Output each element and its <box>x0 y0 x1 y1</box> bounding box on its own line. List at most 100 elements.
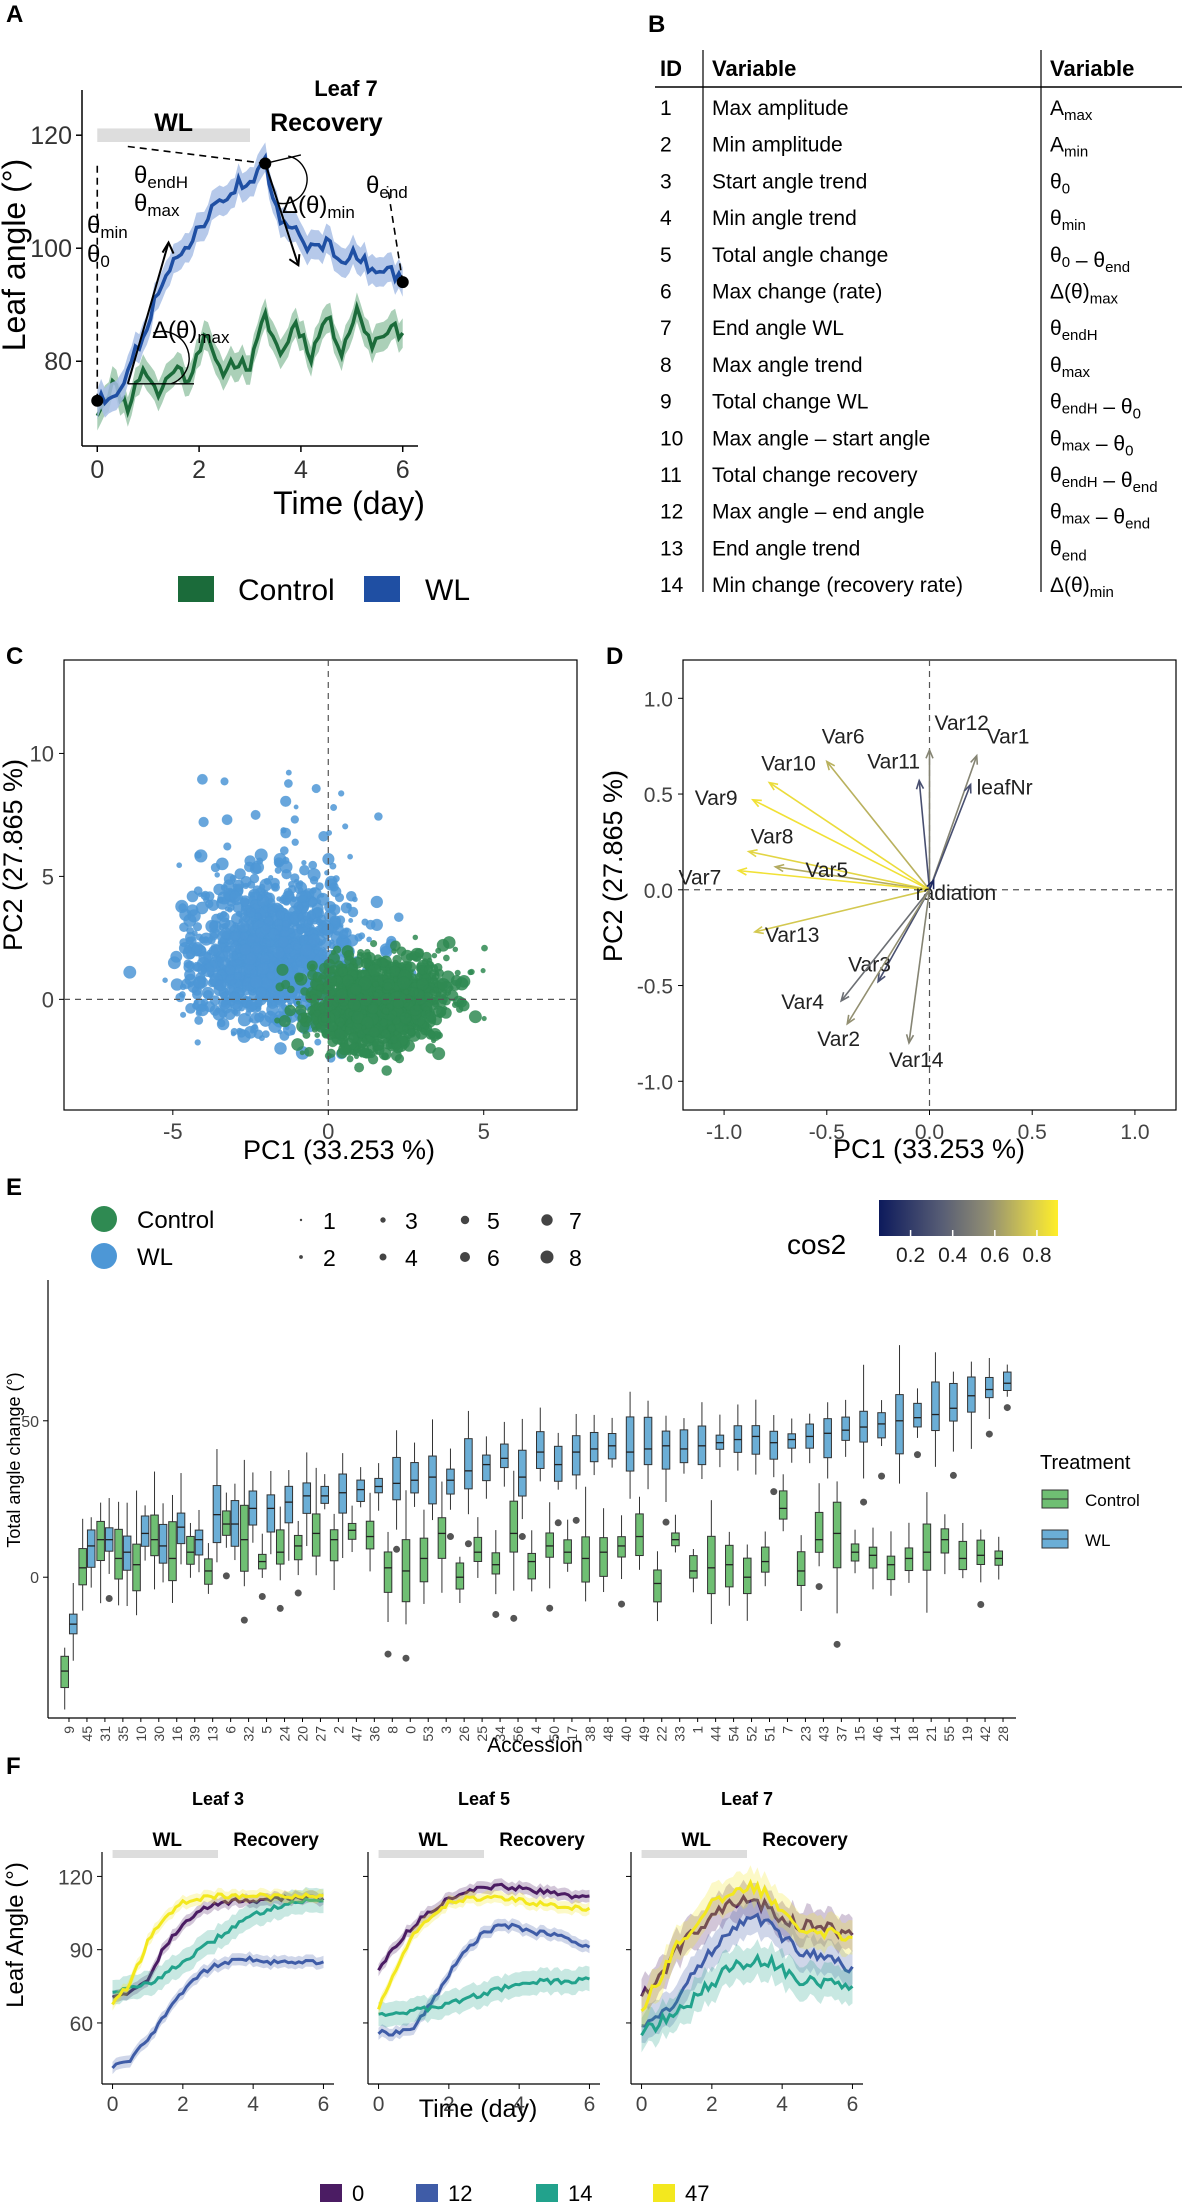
x-tick-label: 21 <box>923 1726 939 1742</box>
legend-label-12: 12 <box>448 2181 472 2206</box>
scatter-point-wl <box>248 891 255 898</box>
table-cell-id: 6 <box>660 281 672 304</box>
box-control <box>383 1551 393 1593</box>
scatter-point-wl <box>259 878 273 892</box>
scatter-point-control <box>402 1025 409 1032</box>
box-wl <box>464 1438 473 1490</box>
treatment-legend-label-wl: WL <box>1085 1531 1111 1550</box>
vector-label-var5: Var5 <box>805 859 848 882</box>
scatter-point-wl <box>280 795 292 807</box>
vector-label-var9: Var9 <box>695 787 738 810</box>
series-band-47 <box>641 1865 853 2028</box>
scatter-points <box>123 769 488 1076</box>
scatter-point-wl <box>203 896 210 904</box>
panel-label-f: F <box>6 1753 21 1780</box>
scatter-point-control <box>416 978 429 991</box>
size-legend-dot <box>379 1253 387 1261</box>
box-control <box>240 1504 249 1572</box>
table-cell-variable: Min angle trend <box>712 207 857 230</box>
scatter-point-wl <box>179 922 189 933</box>
scatter-point-control <box>436 938 450 952</box>
phase-label-wl: WL <box>681 1830 711 1851</box>
x-tick-label: 40 <box>618 1726 634 1742</box>
table-cell-id: 8 <box>660 354 672 377</box>
scatter-point-control <box>346 1018 352 1024</box>
size-legend-dot <box>540 1250 554 1264</box>
x-tick-label: 34 <box>492 1726 508 1742</box>
box-wl <box>428 1455 437 1505</box>
x-tick-label: 6 <box>847 2093 859 2116</box>
series-band-12 <box>112 1951 324 2075</box>
x-tick-label: 5 <box>478 1119 490 1144</box>
scatter-point-wl <box>197 892 203 898</box>
annotation-theta-max: θmax <box>134 190 180 220</box>
box-control <box>186 1535 195 1565</box>
x-tick-label: 9 <box>61 1726 77 1734</box>
scatter-point-wl <box>275 910 286 921</box>
x-tick-label: 1 <box>690 1726 706 1734</box>
annotation-delta-max: Δ(θ)max <box>152 317 230 347</box>
loading-vector-head <box>963 782 972 794</box>
box-control <box>868 1546 878 1569</box>
box-control <box>832 1501 842 1569</box>
x-tick-label: 0 <box>107 2093 119 2116</box>
scatter-point-wl <box>223 842 232 851</box>
size-legend-label: 6 <box>487 1245 500 1271</box>
x-tick-label: 8 <box>384 1726 400 1734</box>
box-wl <box>751 1425 761 1455</box>
scatter-point-wl <box>203 989 213 1000</box>
scatter-point-control <box>327 976 337 986</box>
scatter-point-wl <box>249 862 262 875</box>
scatter-point-control <box>319 972 328 980</box>
series-line-47 <box>377 1894 591 2010</box>
phase-label-wl: WL <box>152 1830 182 1851</box>
box-wl <box>913 1402 922 1428</box>
box-outlier <box>949 1471 957 1479</box>
series-band-12 <box>641 1897 853 2044</box>
x-tick-label: 5 <box>259 1726 275 1734</box>
box-outlier <box>985 1430 993 1438</box>
vector-label-var7: Var7 <box>679 867 722 890</box>
annotation-theta-min: θmin <box>87 212 128 242</box>
box-wl <box>158 1523 168 1564</box>
loading-vector-var4 <box>840 889 931 1002</box>
scatter-point-wl <box>256 857 264 865</box>
scatter-point-wl <box>345 890 357 902</box>
scatter-point-control <box>349 957 357 965</box>
legend-label-14: 14 <box>568 2181 592 2206</box>
scatter-point-wl <box>280 827 292 839</box>
box-control <box>491 1552 501 1575</box>
wl-phase-bar <box>112 1850 218 1858</box>
wl-phase-bar <box>97 128 250 142</box>
box-wl <box>176 1512 186 1545</box>
x-tick-label: 0 <box>90 456 104 484</box>
scatter-point-control <box>300 1012 308 1019</box>
box-control <box>293 1534 303 1561</box>
scatter-point-wl <box>254 999 263 1008</box>
table-cell-symbol: θend <box>1050 537 1087 564</box>
scatter-point-wl <box>259 1015 272 1027</box>
box-outlier <box>446 1533 454 1541</box>
scatter-point-wl <box>342 823 349 830</box>
x-tick-label: 2 <box>192 456 206 484</box>
scatter-point-wl <box>220 910 228 918</box>
box-control <box>725 1544 734 1588</box>
loading-vector-head <box>970 753 979 765</box>
panel-e-ylabel: Total angle change (°) <box>4 1372 24 1547</box>
max-rate-arrow-head <box>161 240 175 254</box>
panel-b: B ID Variable Variable 1 Max amplitude Ama… <box>648 11 1182 601</box>
box-control <box>976 1539 986 1565</box>
vector-label-var1: Var1 <box>987 726 1030 749</box>
loading-vector-head <box>752 925 764 935</box>
box-wl <box>967 1376 976 1413</box>
series-line-12 <box>641 1912 854 2028</box>
scatter-point-control <box>481 1015 487 1022</box>
scatter-point-wl <box>319 893 325 898</box>
box-outlier <box>1003 1404 1011 1412</box>
colorbar-tick-label: 0.6 <box>980 1244 1009 1267</box>
scatter-point-control <box>391 948 397 955</box>
y-tick-label: 120 <box>30 122 72 150</box>
table-cell-symbol: Amax <box>1050 97 1093 124</box>
panel-f: F Leaf Angle (°) Time (day) Leaf 3609012… <box>2 1753 863 2206</box>
x-tick-label: 26 <box>456 1726 472 1742</box>
